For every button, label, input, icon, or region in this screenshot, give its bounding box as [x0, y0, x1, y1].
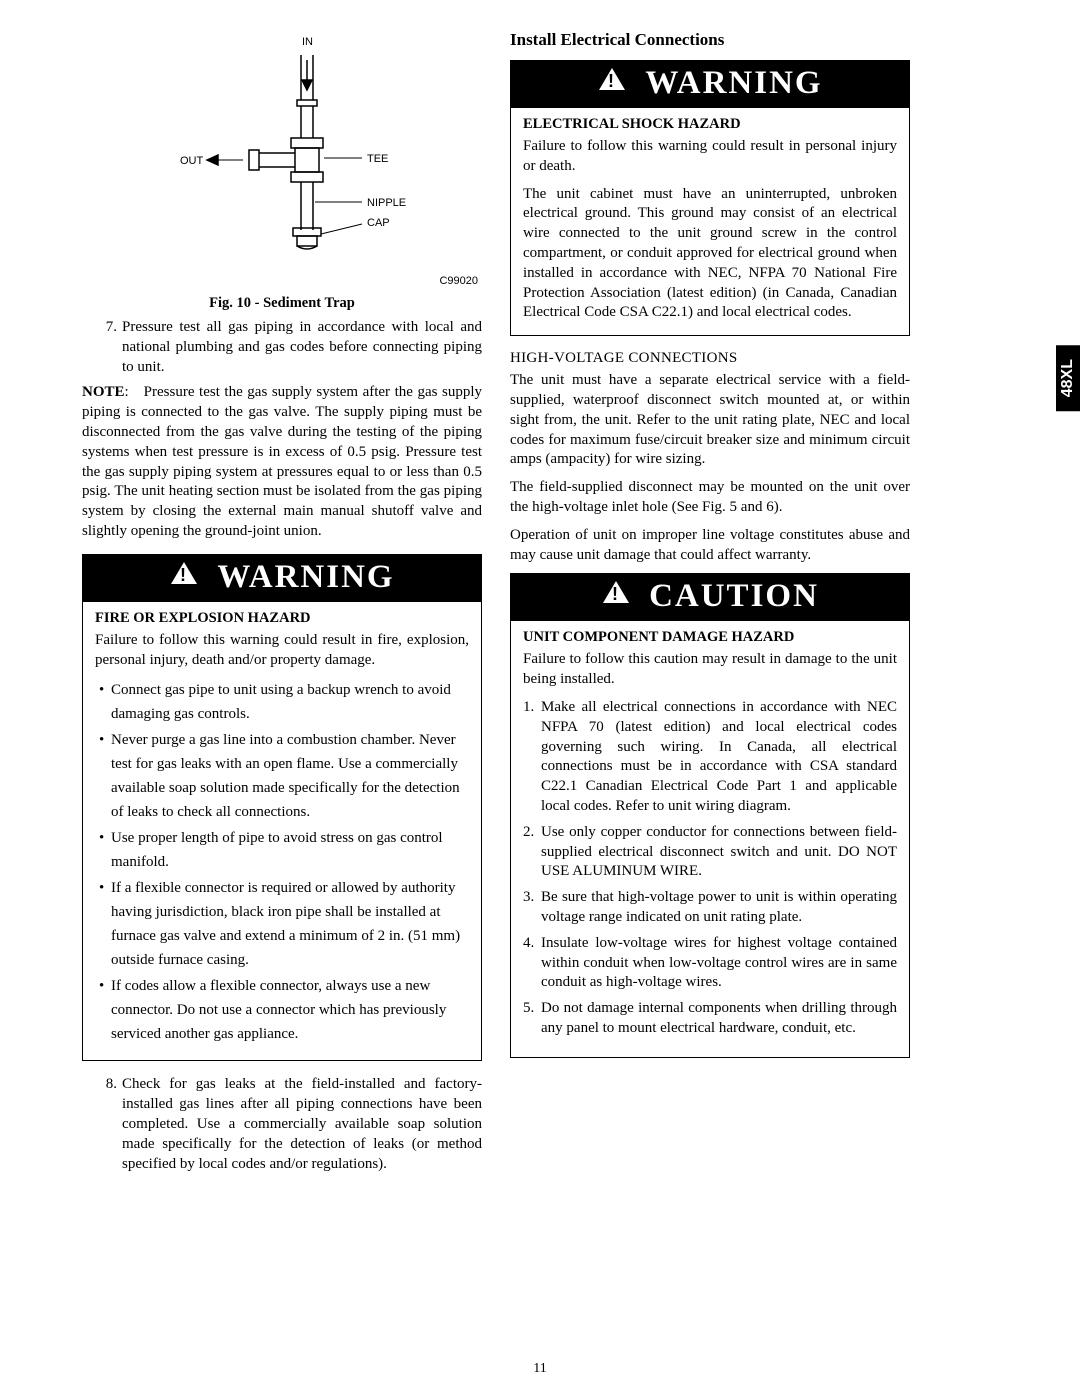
fig-label-in: IN	[302, 36, 313, 48]
warning-banner: ! WARNING	[83, 555, 481, 602]
warning-banner: ! WARNING	[511, 61, 909, 108]
warning-icon: !	[597, 64, 627, 101]
caution-item: 1.Make all electrical connections in acc…	[523, 698, 897, 817]
caution-lead: Failure to follow this caution may resul…	[523, 650, 897, 690]
bullet-item: If codes allow a flexible connector, alw…	[95, 974, 469, 1046]
warning-p2: The unit cabinet must have an uninterrup…	[523, 185, 897, 324]
body-paragraph: Operation of unit on improper line volta…	[510, 526, 910, 566]
caution-banner: ! CAUTION	[511, 574, 909, 621]
warning-lead: Failure to follow this warning could res…	[95, 631, 469, 671]
caution-title: UNIT COMPONENT DAMAGE HAZARD	[523, 629, 897, 646]
warning-box-fire: ! WARNING FIRE OR EXPLOSION HAZARD Failu…	[82, 554, 482, 1062]
bullet-item: Connect gas pipe to unit using a backup …	[95, 678, 469, 726]
bullet-item: Use proper length of pipe to avoid stres…	[95, 826, 469, 874]
subsection-heading: HIGH-VOLTAGE CONNECTIONS	[510, 350, 910, 367]
warning-title: FIRE OR EXPLOSION HAZARD	[95, 610, 469, 627]
fig-label-cap: CAP	[367, 217, 390, 229]
left-column: IN TEE OUT NIPPLE CAP C99020 Fig. 10 - S…	[82, 30, 482, 1178]
caution-icon: !	[601, 577, 631, 614]
warning-bullets: Connect gas pipe to unit using a backup …	[95, 678, 469, 1046]
section-tab: 48XL	[1056, 345, 1080, 411]
fig-label-tee: TEE	[367, 153, 388, 165]
bullet-item: Never purge a gas line into a combustion…	[95, 728, 469, 824]
warning-p1: Failure to follow this warning could res…	[523, 137, 897, 177]
caution-item: 5.Do not damage internal components when…	[523, 999, 897, 1039]
bullet-item: If a flexible connector is required or a…	[95, 876, 469, 972]
page-number: 11	[0, 1361, 1080, 1377]
caution-item: 4.Insulate low-voltage wires for highest…	[523, 934, 897, 993]
body-paragraph: The field-supplied disconnect may be mou…	[510, 478, 910, 518]
list-num: 8.	[100, 1075, 122, 1174]
fig-label-out: OUT	[180, 155, 204, 167]
right-column: Install Electrical Connections ! WARNING…	[510, 30, 910, 1178]
warning-icon: !	[169, 558, 199, 595]
svg-text:!: !	[180, 565, 188, 585]
list-num: 7.	[100, 318, 122, 377]
sediment-trap-figure: IN TEE OUT NIPPLE CAP C99020	[82, 30, 482, 287]
note-paragraph: NOTE: Pressure test the gas supply syste…	[82, 383, 482, 541]
caution-box: ! CAUTION UNIT COMPONENT DAMAGE HAZARD F…	[510, 573, 910, 1057]
caution-item: 2.Use only copper conductor for connecti…	[523, 823, 897, 882]
list-item-8: 8. Check for gas leaks at the field-inst…	[82, 1075, 482, 1174]
list-text: Pressure test all gas piping in accordan…	[122, 318, 482, 377]
list-item-7: 7. Pressure test all gas piping in accor…	[82, 318, 482, 377]
body-paragraph: The unit must have a separate electrical…	[510, 371, 910, 470]
figure-caption: Fig. 10 - Sediment Trap	[82, 295, 482, 312]
fig-label-nipple: NIPPLE	[367, 197, 406, 209]
list-text: Check for gas leaks at the field-install…	[122, 1075, 482, 1174]
caution-item: 3.Be sure that high-voltage power to uni…	[523, 888, 897, 928]
svg-text:!: !	[608, 71, 616, 91]
caution-list: 1.Make all electrical connections in acc…	[523, 698, 897, 1039]
warning-title: ELECTRICAL SHOCK HAZARD	[523, 116, 897, 133]
warning-box-electrical: ! WARNING ELECTRICAL SHOCK HAZARD Failur…	[510, 60, 910, 336]
section-heading: Install Electrical Connections	[510, 30, 910, 50]
page-content: IN TEE OUT NIPPLE CAP C99020 Fig. 10 - S…	[0, 0, 1080, 1208]
figure-code: C99020	[82, 275, 482, 287]
svg-text:!: !	[612, 584, 620, 604]
